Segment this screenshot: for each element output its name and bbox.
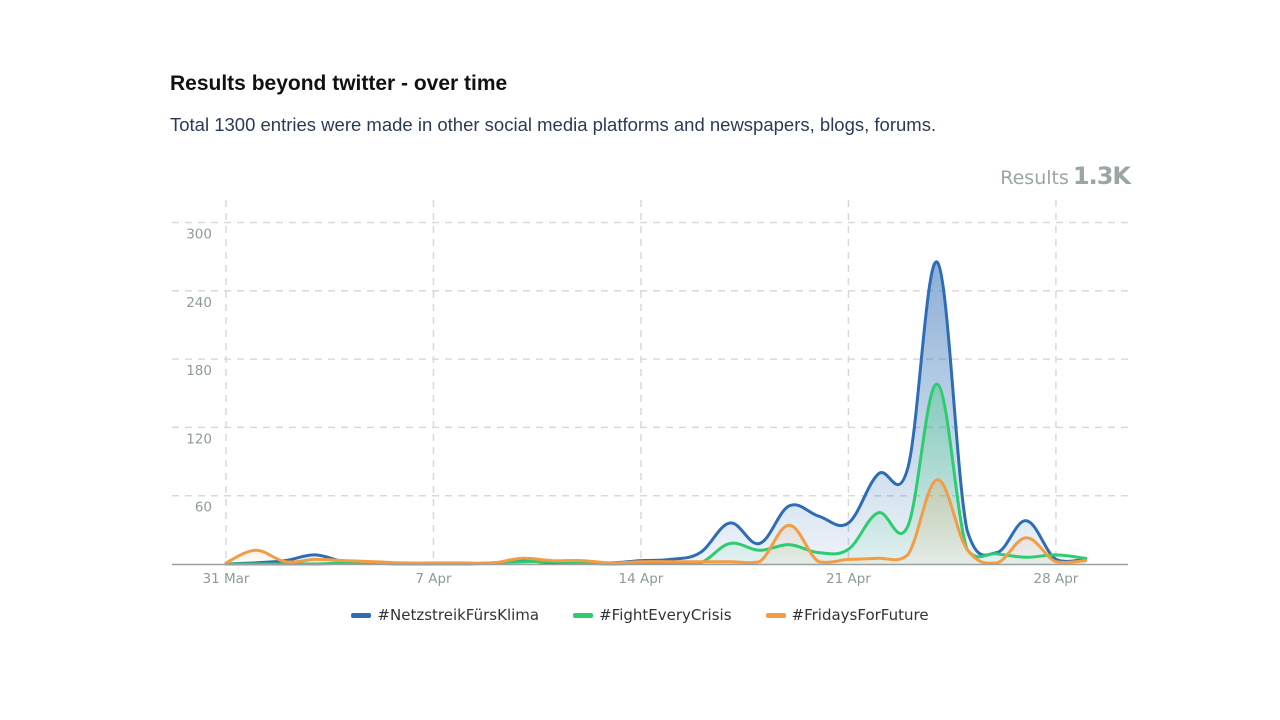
legend-item[interactable]: #FightEveryCrisis bbox=[573, 606, 732, 624]
data-point[interactable] bbox=[607, 559, 615, 567]
legend-item[interactable]: #NetzstreikFürsKlima bbox=[351, 606, 539, 624]
data-point[interactable] bbox=[1082, 557, 1090, 565]
data-point[interactable] bbox=[1022, 517, 1030, 525]
chart-title: Results beyond twitter - over time bbox=[170, 72, 508, 95]
data-point[interactable] bbox=[933, 258, 941, 266]
series-lines bbox=[222, 258, 1090, 567]
data-point[interactable] bbox=[815, 512, 823, 520]
series-area-0 bbox=[226, 261, 1086, 564]
data-point[interactable] bbox=[222, 559, 230, 567]
data-point[interactable] bbox=[874, 470, 882, 478]
data-point[interactable] bbox=[904, 522, 912, 530]
data-point[interactable] bbox=[993, 559, 1001, 567]
kpi-label: Results bbox=[1000, 167, 1069, 189]
data-point[interactable] bbox=[252, 546, 260, 554]
y-tick-label: 300 bbox=[186, 227, 212, 243]
data-point[interactable] bbox=[1022, 553, 1030, 561]
data-point[interactable] bbox=[756, 540, 764, 548]
y-tick-label: 120 bbox=[186, 431, 212, 447]
data-point[interactable] bbox=[489, 559, 497, 567]
legend-swatch bbox=[573, 612, 594, 618]
data-point[interactable] bbox=[815, 549, 823, 557]
grid bbox=[172, 200, 1128, 564]
data-point[interactable] bbox=[726, 540, 734, 548]
data-point[interactable] bbox=[429, 559, 437, 567]
data-point[interactable] bbox=[400, 559, 408, 567]
data-point[interactable] bbox=[696, 549, 704, 557]
data-point[interactable] bbox=[963, 545, 971, 553]
x-tick-label: 28 Apr bbox=[1034, 571, 1079, 587]
data-point[interactable] bbox=[548, 557, 556, 565]
legend: #NetzstreikFürsKlima #FightEveryCrisis #Fr… bbox=[0, 606, 1280, 624]
legend-item[interactable]: #FridaysForFuture bbox=[765, 606, 929, 624]
data-point[interactable] bbox=[756, 546, 764, 554]
data-point[interactable] bbox=[844, 519, 852, 527]
legend-label: #FridaysForFuture bbox=[791, 606, 929, 624]
data-point[interactable] bbox=[993, 550, 1001, 558]
data-point[interactable] bbox=[844, 555, 852, 563]
data-point[interactable] bbox=[785, 521, 793, 529]
legend-swatch bbox=[351, 612, 372, 618]
y-tick-label: 60 bbox=[195, 500, 212, 516]
y-tick-label: 240 bbox=[186, 295, 212, 311]
legend-label: #NetzstreikFürsKlima bbox=[377, 606, 540, 624]
data-point[interactable] bbox=[1052, 551, 1060, 559]
data-point[interactable] bbox=[933, 476, 941, 484]
data-point[interactable] bbox=[785, 502, 793, 510]
data-point[interactable] bbox=[904, 464, 912, 472]
legend-label: #FightEveryCrisis bbox=[599, 606, 732, 624]
chart-subtitle: Total 1300 entries were made in other so… bbox=[170, 114, 937, 135]
data-point[interactable] bbox=[459, 559, 467, 567]
axes: 60 120 180 240 300 31 Mar 7 Apr 14 Apr 21 Apr 28 … bbox=[172, 227, 1128, 587]
x-tick-label: 14 Apr bbox=[619, 571, 664, 587]
data-point[interactable] bbox=[518, 554, 526, 562]
data-point[interactable] bbox=[874, 554, 882, 562]
kpi-value: 1.3K bbox=[1072, 162, 1131, 190]
y-tick-label: 180 bbox=[186, 363, 212, 379]
data-point[interactable] bbox=[904, 551, 912, 559]
x-tick-label: 7 Apr bbox=[415, 571, 452, 587]
data-point[interactable] bbox=[726, 519, 734, 527]
data-point[interactable] bbox=[874, 509, 882, 517]
data-point[interactable] bbox=[844, 545, 852, 553]
data-point[interactable] bbox=[578, 557, 586, 565]
x-tick-label: 21 Apr bbox=[826, 571, 871, 587]
series-line-2 bbox=[224, 478, 1088, 565]
data-point[interactable] bbox=[341, 557, 349, 565]
data-point[interactable] bbox=[933, 380, 941, 388]
data-point[interactable] bbox=[1022, 534, 1030, 542]
legend-swatch bbox=[765, 612, 786, 618]
results-kpi: Results 1.3K bbox=[1000, 162, 1131, 190]
data-point[interactable] bbox=[311, 555, 319, 563]
data-point[interactable] bbox=[785, 541, 793, 549]
x-tick-label: 31 Mar bbox=[203, 571, 250, 587]
